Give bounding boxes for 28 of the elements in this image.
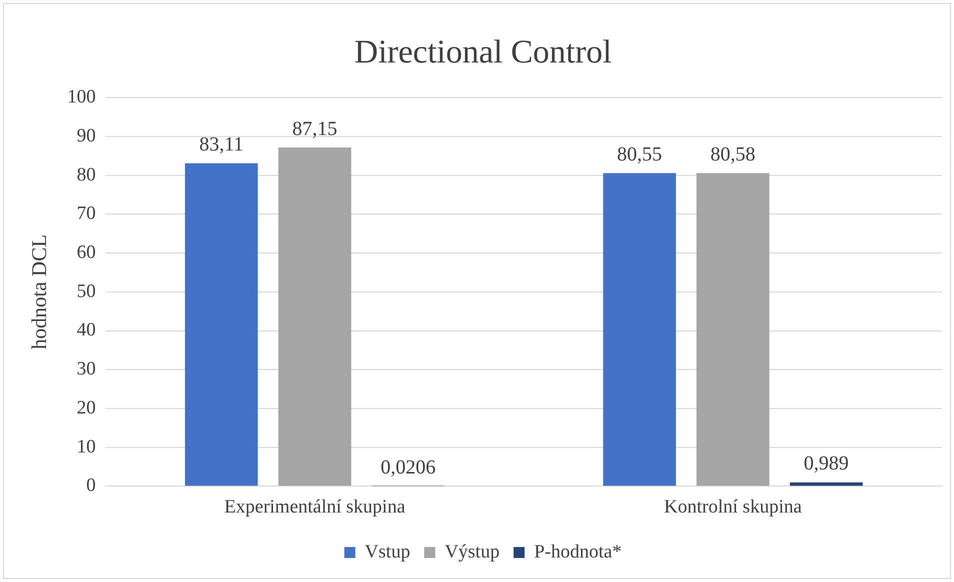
data-label: 80,55 — [617, 143, 662, 166]
data-label: 87,15 — [292, 118, 338, 140]
y-tick-label: 90 — [76, 125, 96, 146]
data-label: 83,11 — [199, 133, 244, 156]
data-label: 80,58 — [710, 143, 756, 166]
legend-label: Vstup — [364, 541, 410, 562]
y-tick-label: 100 — [67, 86, 96, 108]
bar — [184, 163, 258, 486]
y-tick-label: 50 — [76, 280, 96, 302]
y-tick-label: 20 — [76, 397, 96, 418]
bar — [278, 148, 352, 486]
legend-label: Výstup — [444, 541, 500, 562]
bar — [696, 173, 770, 486]
bar — [603, 173, 676, 486]
y-tick-label: 70 — [76, 203, 96, 224]
y-axis-title: hodnota DCL — [27, 234, 52, 350]
x-tick-label: Experimentální skupina — [224, 496, 406, 518]
y-tick-label: 60 — [76, 242, 96, 264]
y-tick-label: 30 — [76, 358, 96, 380]
y-tick-label: 80 — [76, 164, 96, 186]
legend-label: P-hodnota* — [534, 541, 622, 562]
y-tick-label: 40 — [76, 320, 96, 341]
x-tick-label: Kontrolní skupina — [664, 496, 802, 518]
data-label: 0,0206 — [380, 456, 436, 478]
data-label: 0,989 — [804, 452, 849, 475]
chart-title: Directional Control — [354, 34, 612, 70]
y-tick-label: 0 — [86, 475, 96, 496]
y-tick-label: 10 — [76, 436, 96, 458]
